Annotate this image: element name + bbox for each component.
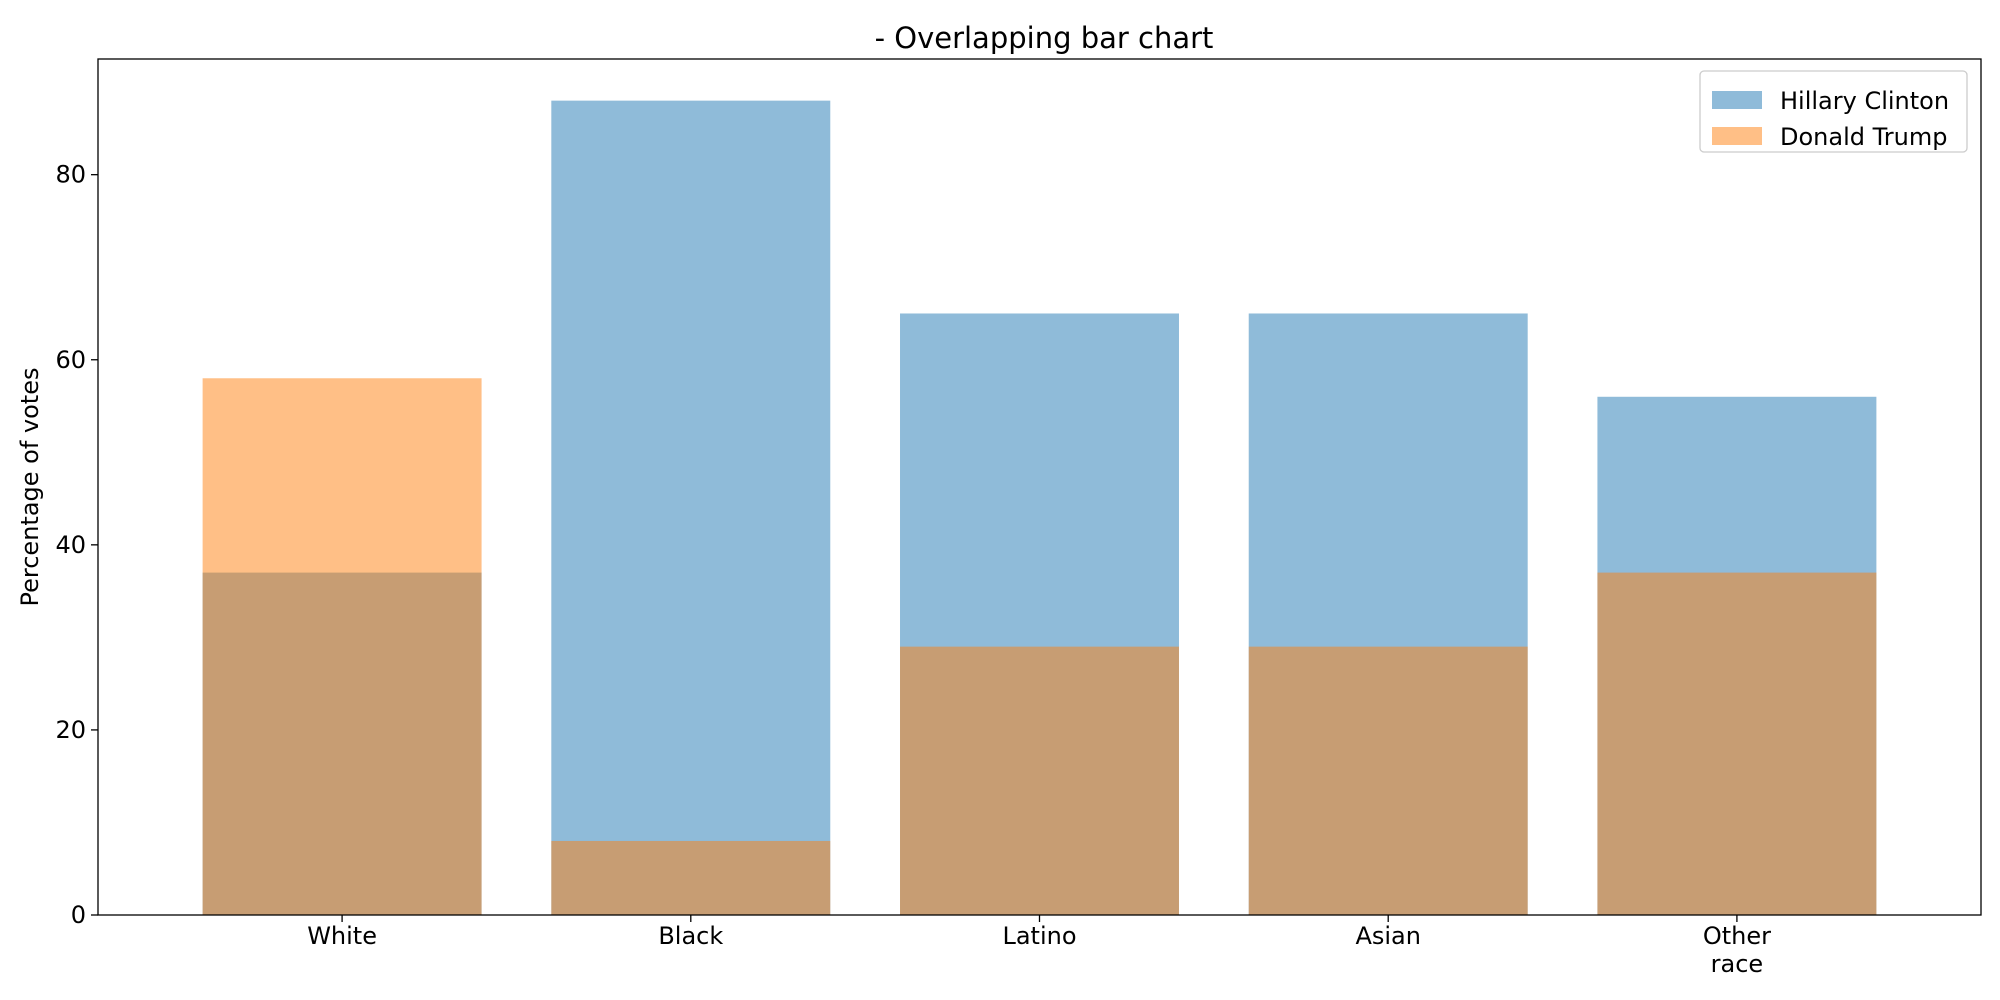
x-tick-label: White	[307, 922, 377, 950]
bar-donald-trump-other-race	[1597, 572, 1877, 915]
x-axis-ticks: White Black Latino Asian Other race	[307, 915, 1771, 978]
legend-swatch	[1712, 91, 1762, 109]
legend-label: Hillary Clinton	[1780, 87, 1949, 115]
legend-box	[1699, 70, 1968, 153]
bars-layer	[202, 100, 1877, 916]
y-tick-label: 80	[55, 161, 86, 189]
x-tick-label: Black	[658, 922, 723, 950]
y-tick-label: 40	[55, 531, 86, 559]
plot-frame	[97, 58, 1982, 916]
bar-donald-trump-black	[551, 840, 831, 915]
y-tick-label: 60	[55, 346, 86, 374]
x-tick-label: Other race	[1703, 922, 1771, 978]
y-tick-label: 0	[71, 901, 86, 929]
legend-swatch	[1712, 127, 1762, 145]
legend: Hillary Clinton Donald Trump	[1699, 70, 1968, 153]
y-axis-label: Percentage of votes	[16, 368, 44, 607]
x-tick-label: Asian	[1355, 922, 1421, 950]
chart-title: - Overlapping bar chart	[875, 21, 1214, 55]
bar-donald-trump-asian	[1248, 646, 1528, 915]
x-tick-label: Latino	[1002, 922, 1076, 950]
bar-donald-trump-latino	[900, 646, 1179, 915]
bar-donald-trump-white	[202, 378, 482, 915]
legend-label: Donald Trump	[1780, 123, 1947, 151]
y-tick-label: 20	[55, 716, 86, 744]
y-axis-ticks: 0 20 40 60 80	[55, 161, 98, 929]
bar-hillary-clinton-black	[551, 100, 831, 915]
